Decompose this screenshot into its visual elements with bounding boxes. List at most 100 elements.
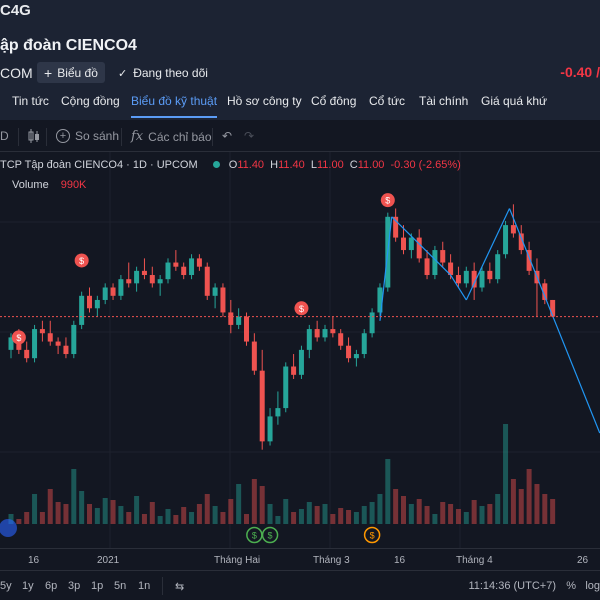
range-1y[interactable]: 1y [22, 580, 34, 592]
dividend-marker-glyph: $ [299, 304, 304, 314]
volume-bar [408, 504, 414, 524]
candle-body [71, 324, 77, 355]
candle-body [251, 341, 257, 371]
trendline [508, 208, 600, 434]
legend-high-key: H [270, 159, 279, 171]
volume-bar [393, 489, 399, 524]
trendline [450, 274, 467, 301]
candle-body [377, 287, 383, 313]
tab-financials[interactable]: Tài chính [419, 94, 469, 108]
volume-bar [353, 512, 359, 524]
candle-body [118, 279, 124, 296]
tab-community[interactable]: Cộng đồng [61, 94, 120, 108]
goto-date-icon[interactable]: ⇆ [175, 581, 185, 593]
volume-bar [377, 494, 383, 524]
log-scale-toggle[interactable]: log [585, 580, 600, 592]
volume-bar [244, 514, 249, 524]
candle-body [39, 329, 45, 334]
tab-shareholders[interactable]: Cổ đông [311, 94, 357, 108]
volume-bar [55, 502, 61, 524]
volume-bar [338, 508, 344, 524]
tab-company-profile[interactable]: Hồ sơ công ty [227, 94, 302, 108]
candle-type-icon[interactable] [28, 129, 40, 143]
section-tabs: Tin tức Cộng đồng Biểu đồ kỹ thuật Hồ sơ… [0, 94, 600, 120]
candle-body [298, 349, 304, 375]
candle-body [157, 279, 163, 284]
chart-grid [0, 152, 600, 548]
chart-logo-icon [0, 519, 17, 537]
event-marker [363, 526, 381, 544]
candle-body [463, 270, 469, 284]
time-tick: 2021 [97, 555, 120, 566]
volume-bar [510, 479, 516, 524]
volume-bar [71, 469, 77, 524]
volume-bar [330, 514, 336, 524]
indicators-button[interactable]: fx Các chỉ báo [131, 129, 212, 144]
tab-technical-chart[interactable]: Biểu đồ kỹ thuật [131, 94, 218, 118]
candle-body [275, 408, 281, 417]
compare-button[interactable]: + So sánh [56, 129, 119, 143]
candle-body [141, 270, 147, 276]
candle-body [338, 333, 344, 346]
top-bar: C4G [0, 0, 600, 24]
candle-body [126, 279, 132, 284]
range-1m[interactable]: 1p [91, 580, 104, 592]
candle-body [330, 329, 336, 334]
candle-body [503, 225, 509, 255]
dividend-marker [380, 193, 395, 208]
volume-bar [228, 499, 234, 524]
dividend-marker [74, 253, 89, 268]
volume-bar [251, 479, 257, 524]
range-1d[interactable]: 1n [138, 580, 151, 592]
tab-dividends[interactable]: Cổ tức [369, 94, 406, 108]
candle-body [8, 337, 14, 350]
redo-icon[interactable]: ↷ [244, 129, 255, 143]
candle-body [149, 275, 155, 284]
candle-body [306, 329, 312, 350]
indicators-label: Các chỉ báo [148, 129, 212, 144]
volume-bar [134, 496, 140, 524]
candle-body [314, 329, 320, 338]
volume-bar [361, 506, 367, 524]
candle-body [173, 262, 179, 267]
follow-label: Đang theo dõi [133, 66, 208, 80]
volume-bar [236, 484, 242, 524]
candle-body [440, 250, 446, 263]
range-3m[interactable]: 3p [68, 580, 81, 592]
chart-logo-shape [0, 519, 17, 537]
tab-news[interactable]: Tin tức [12, 94, 49, 108]
range-6m[interactable]: 6p [45, 580, 58, 592]
event-marker-glyph: $ [370, 531, 375, 541]
time-axis[interactable]: 16 2021 Tháng Hai Tháng 3 16 Tháng 4 26 [0, 548, 600, 570]
legend-low: 11.00 [316, 159, 344, 171]
add-chart-button[interactable]: + Biểu đồ [37, 62, 105, 83]
range-5d[interactable]: 5n [114, 580, 127, 592]
follow-button[interactable]: ✓ Đang theo dõi [118, 66, 208, 80]
volume-bar [424, 506, 430, 524]
volume-bar [471, 500, 477, 524]
volume-bar [503, 424, 509, 524]
candle-body [196, 258, 202, 267]
plus-icon: + [44, 64, 53, 81]
exchange-label: COM [0, 65, 33, 81]
tab-price-history[interactable]: Giá quá khứ [481, 94, 548, 108]
undo-icon[interactable]: ↶ [222, 129, 233, 143]
volume-bar [455, 509, 461, 524]
candle-body [495, 254, 501, 280]
candle-body [416, 237, 422, 259]
interval-icon[interactable]: D [0, 129, 9, 143]
event-marker-glyph: $ [268, 531, 273, 541]
candle-body [220, 287, 226, 313]
clock[interactable]: 11:14:36 (UTC+7) [468, 580, 556, 592]
volume-bar [306, 502, 312, 524]
candle-body [432, 250, 438, 276]
percent-scale-toggle[interactable]: % [566, 580, 576, 592]
legend-title: TCP Tập đoàn CIENCO4 · 1D · UPCOM [0, 159, 198, 171]
range-5y[interactable]: 5y [0, 580, 12, 592]
volume-label: Volume [12, 179, 49, 191]
price-chart[interactable]: $ $ $ $ $ $ $ [0, 152, 600, 548]
volume-bar [487, 504, 493, 524]
trendline-drawings[interactable] [379, 208, 600, 434]
time-tick: 16 [28, 555, 40, 566]
legend-close: 11.00 [357, 159, 385, 171]
